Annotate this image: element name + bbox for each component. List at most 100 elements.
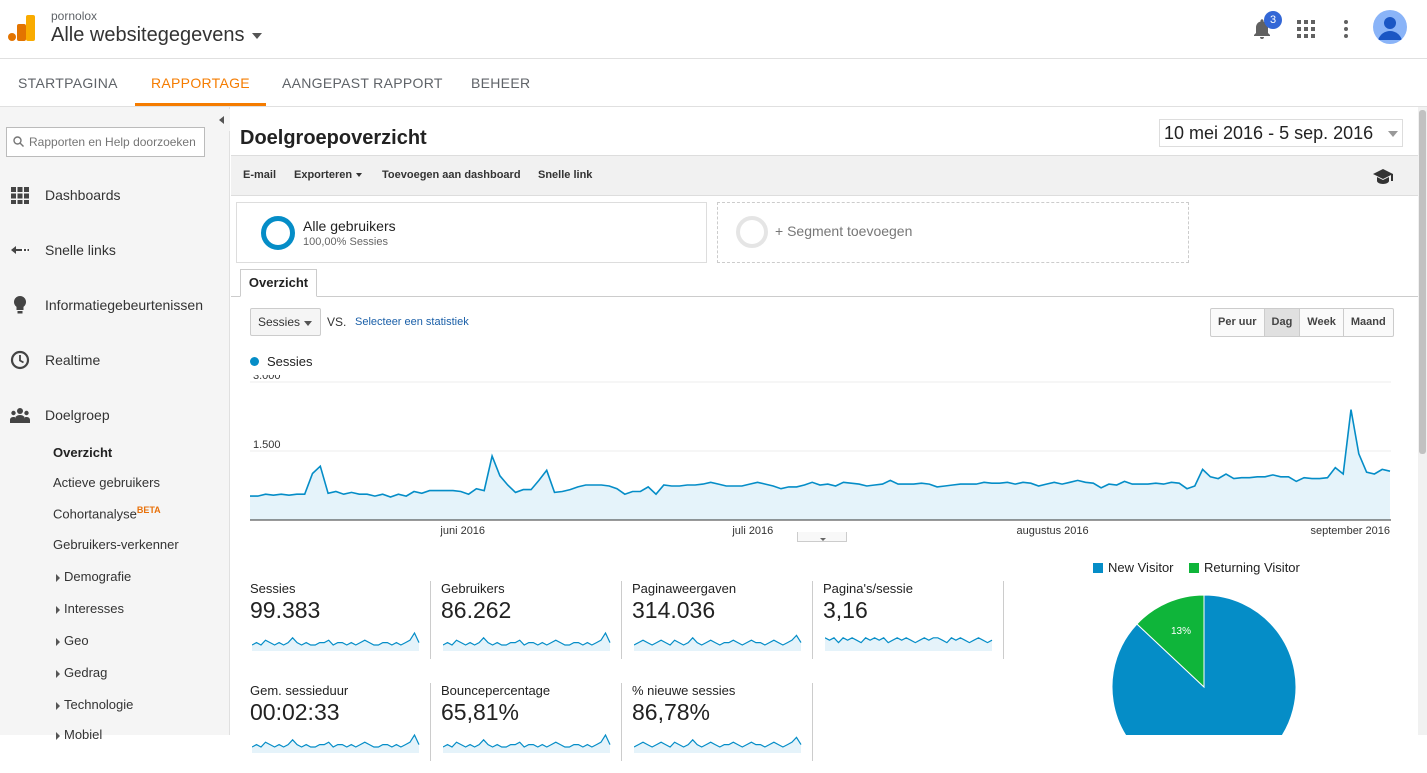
sidebar-item-label: Realtime [45,352,101,368]
quick-link-button[interactable]: Snelle link [538,169,593,181]
y-tick-label: 3.000 [253,375,281,382]
people-icon [10,408,30,423]
caret-right-icon [56,605,60,614]
kpi-label: Bouncepercentage [441,683,551,698]
sidebar-subsub-label: Geo [64,633,89,648]
sidebar-subsub-geo[interactable]: Geo [56,633,89,648]
property-selector[interactable]: Alle websitegegevens [51,24,263,47]
legend-swatch [1093,563,1103,573]
main-tabs: STARTPAGINA RAPPORTAGE AANGEPAST RAPPORT… [0,59,1427,107]
kpi-tile[interactable]: Bouncepercentage 65,81% [441,683,621,773]
tab-rapportage[interactable]: RAPPORTAGE [135,59,266,106]
chevron-down-icon [304,321,312,326]
graduation-cap-icon[interactable] [1372,168,1394,184]
segment-ring-icon [261,216,295,250]
segment-all-users[interactable]: Alle gebruikers 100,00% Sessies [236,202,707,263]
sidebar-subsub-gedrag[interactable]: Gedrag [56,665,107,680]
tab-aangepast-rapport[interactable]: AANGEPAST RAPPORT [282,75,443,91]
export-label: Exporteren [294,169,353,181]
kpi-sparkline [443,733,611,753]
pie-slice-returning[interactable] [1136,594,1205,689]
metric-selector[interactable]: Sessies [250,308,321,336]
sidebar-subsub-interesses[interactable]: Interesses [56,601,124,616]
apps-grid-icon[interactable] [1297,20,1315,38]
date-range-picker[interactable]: 10 mei 2016 - 5 sep. 2016 [1159,119,1403,147]
sidebar-subsub-demografie[interactable]: Demografie [56,569,131,584]
analytics-logo[interactable] [8,14,36,42]
kpi-value: 00:02:33 [250,699,340,725]
tab-beheer[interactable]: BEHEER [471,75,531,91]
sidebar-item-snelle-links[interactable]: Snelle links [0,235,229,265]
kpi-sparkline [443,631,611,651]
chevron-down-icon [1388,131,1398,137]
sidebar-item-label: Informatiegebeurtenissen [45,297,203,313]
user-silhouette-icon [1378,17,1402,40]
add-to-dashboard-button[interactable]: Toevoegen aan dashboard [382,169,521,181]
search-input[interactable] [29,133,201,151]
sessions-chart[interactable]: 3.000 1.500 juni 2016 juli 2016 augustus 201… [250,375,1391,540]
x-tick-label: september 2016 [1311,525,1391,537]
add-segment-button[interactable]: + Segment toevoegen [717,202,1189,263]
search-box[interactable] [6,127,205,157]
sidebar-item-realtime[interactable]: Realtime [0,345,229,375]
kpi-label: % nieuwe sessies [632,683,736,698]
kpi-tile[interactable]: Gebruikers 86.262 [441,581,621,671]
chevron-down-icon [356,173,363,178]
kpi-sparkline [252,733,420,753]
kpi-divider [430,581,431,659]
kpi-value: 3,16 [823,597,868,623]
sidebar-collapse-button[interactable] [214,109,230,131]
sidebar-sub-label: Cohortanalyse [53,506,137,522]
kpi-tile[interactable]: Gem. sessieduur 00:02:33 [250,683,430,773]
kpi-divider [812,683,813,761]
scrollbar-thumb[interactable] [1419,110,1426,454]
report-content: Doelgroepoverzicht 10 mei 2016 - 5 sep. … [231,107,1418,761]
page-title: Doelgroepoverzicht [240,127,427,149]
kpi-value: 314.036 [632,597,716,623]
series-area-sessies [250,409,1390,520]
caret-right-icon [56,701,60,710]
caret-right-icon [56,731,60,740]
kpi-tile[interactable]: % nieuwe sessies 86,78% [632,683,812,773]
pie-slice-label: 13% [1171,626,1191,637]
tab-overzicht[interactable]: Overzicht [240,269,317,297]
sidebar-subsub-technologie[interactable]: Technologie [56,697,133,712]
kpi-value: 99.383 [250,597,321,623]
report-toolbar: E-mail Exporteren Toevoegen aan dashboar… [231,155,1418,196]
x-tick-label: juli 2016 [731,525,773,537]
sidebar-subsub-label: Demografie [64,569,132,584]
sidebar-item-informatiegebeurtenissen[interactable]: Informatiegebeurtenissen [0,290,229,320]
select-metric-link[interactable]: Selecteer een statistiek [355,316,469,328]
more-vert-icon[interactable] [1340,19,1352,39]
email-button[interactable]: E-mail [243,169,277,181]
chart-legend: Sessies [250,354,313,369]
legend-dot [250,357,259,366]
kpi-value: 65,81% [441,699,520,725]
sidebar-sub-actieve-gebruikers[interactable]: Actieve gebruikers [53,475,160,490]
granularity-hour-button[interactable]: Per uur [1211,309,1265,336]
sidebar-item-doelgroep[interactable]: Doelgroep [0,400,229,430]
granularity-month-button[interactable]: Maand [1350,316,1386,328]
kpi-tile[interactable]: Paginaweergaven 314.036 [632,581,812,671]
chart-expand-button[interactable] [797,532,847,542]
visitor-type-pie-chart[interactable]: 13% [1093,577,1313,735]
tab-startpagina[interactable]: STARTPAGINA [18,75,118,91]
notification-badge[interactable]: 3 [1264,11,1282,29]
export-button[interactable]: Exporteren [294,169,363,181]
sidebar-sub-gebruikers-verkenner[interactable]: Gebruikers-verkenner [53,537,179,552]
caret-right-icon [56,637,60,646]
clock-icon [10,350,30,370]
sidebar-item-dashboards[interactable]: Dashboards [0,180,229,210]
granularity-day-button[interactable]: Dag [1264,309,1301,336]
beta-badge: BETA [136,505,161,515]
pie-legend-returning: Returning Visitor [1189,560,1300,575]
dashboard-grid-icon [11,187,29,204]
kpi-tile[interactable]: Sessies 99.383 [250,581,430,671]
avatar[interactable] [1373,10,1407,44]
granularity-week-button[interactable]: Week [1300,309,1344,336]
kpi-tile[interactable]: Pagina's/sessie 3,16 [823,581,1003,671]
legend-swatch [1189,563,1199,573]
sidebar-sub-cohortanalyse[interactable]: CohortanalyseBETA [53,505,161,521]
x-tick-label: juni 2016 [439,525,485,537]
sidebar-sub-overzicht[interactable]: Overzicht [53,445,113,460]
